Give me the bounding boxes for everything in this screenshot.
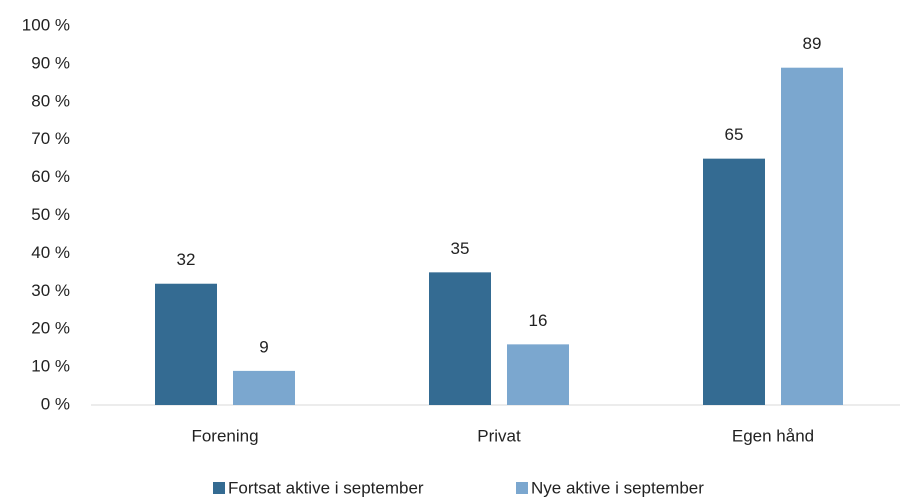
x-tick-label: Forening <box>191 426 258 445</box>
legend-swatch <box>516 482 528 494</box>
legend-swatch <box>213 482 225 494</box>
y-tick-label: 0 % <box>41 394 70 413</box>
data-label: 65 <box>725 125 744 144</box>
x-tick-label: Privat <box>477 426 521 445</box>
legend-label: Fortsat aktive i september <box>228 478 424 497</box>
y-tick-label: 20 % <box>31 319 70 338</box>
bar <box>507 344 569 405</box>
data-label: 89 <box>803 34 822 53</box>
y-tick-label: 50 % <box>31 205 70 224</box>
y-tick-label: 40 % <box>31 243 70 262</box>
data-label: 9 <box>259 337 268 356</box>
data-label: 35 <box>451 239 470 258</box>
y-tick-label: 80 % <box>31 91 70 110</box>
y-tick-label: 100 % <box>22 15 70 34</box>
bar <box>703 158 765 405</box>
y-tick-label: 60 % <box>31 167 70 186</box>
legend-label: Nye aktive i september <box>531 478 704 497</box>
y-tick-label: 30 % <box>31 281 70 300</box>
data-label: 32 <box>177 250 196 269</box>
y-tick-label: 90 % <box>31 53 70 72</box>
x-tick-label: Egen hånd <box>732 426 814 445</box>
y-tick-label: 10 % <box>31 357 70 376</box>
bar <box>781 67 843 405</box>
bar <box>233 370 295 405</box>
data-label: 16 <box>529 311 548 330</box>
bar <box>429 272 491 405</box>
y-tick-label: 70 % <box>31 129 70 148</box>
bar <box>155 283 217 405</box>
